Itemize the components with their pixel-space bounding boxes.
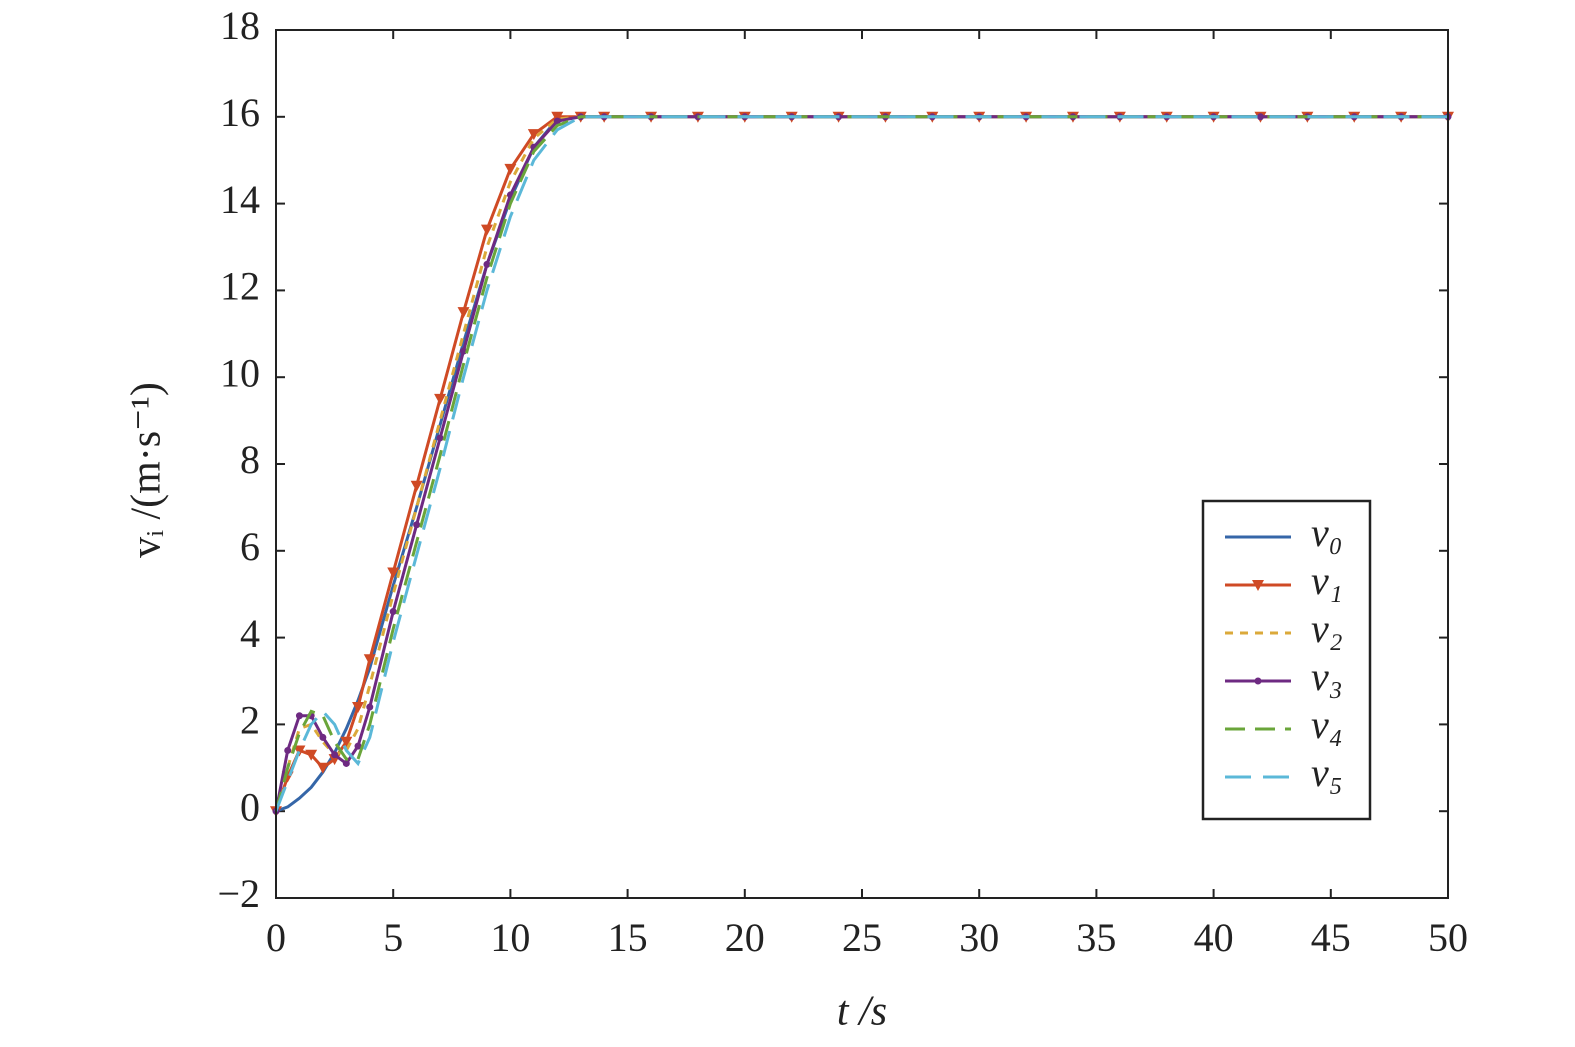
marker [389,608,397,616]
legend-label: v₁ [1311,558,1343,603]
marker [387,567,400,579]
marker [342,759,350,767]
x-tick-label: 30 [959,915,999,960]
marker [316,762,329,774]
x-tick-label: 35 [1076,915,1116,960]
marker [434,393,447,405]
legend-marker [1252,580,1264,591]
marker [413,521,421,529]
marker [483,260,491,268]
y-tick-label: 16 [220,90,260,135]
x-tick-label: 5 [383,915,403,960]
marker [436,434,444,442]
x-axis-label: t /s [837,989,887,1035]
x-tick-label: 50 [1428,915,1468,960]
y-axis-label: vᵢ /(m·s⁻¹) [124,382,170,558]
marker [480,224,493,236]
y-tick-label: 18 [220,3,260,48]
marker [293,745,306,757]
marker [354,742,362,750]
y-tick-label: 12 [220,264,260,309]
legend-label: v₅ [1311,750,1343,795]
plot-frame [275,29,1449,899]
marker [504,163,517,175]
x-tick-label: 10 [490,915,530,960]
y-tick-label: −2 [217,871,260,916]
y-tick-label: 2 [240,698,260,743]
marker [366,703,374,711]
marker [340,736,353,748]
x-tick-label: 45 [1311,915,1351,960]
y-tick-label: 8 [240,437,260,482]
y-tick-label: 6 [240,524,260,569]
legend-label: v₂ [1311,606,1343,651]
x-tick-label: 40 [1194,915,1234,960]
marker [457,307,470,319]
marker [319,733,327,741]
y-tick-label: 10 [220,350,260,395]
marker [305,749,318,761]
marker [331,751,339,759]
marker [527,129,540,141]
x-tick-label: 20 [725,915,765,960]
legend-label: v₀ [1311,510,1343,555]
y-tick-label: 14 [220,177,260,222]
series-line [274,115,1448,812]
marker [295,712,303,720]
marker [284,746,292,754]
y-tick-label: 4 [240,611,260,656]
marker [363,654,376,666]
marker [1256,113,1264,121]
x-tick-label: 15 [608,915,648,960]
legend-marker [1254,677,1262,685]
x-tick-label: 25 [842,915,882,960]
y-tick-label: 0 [240,784,260,829]
marker [352,702,365,714]
marker [551,111,564,123]
marker [410,480,423,492]
marker [553,117,561,125]
legend-label: v₄ [1311,702,1343,747]
legend-label: v₃ [1311,654,1343,699]
legend-box [1201,499,1372,821]
x-tick-label: 0 [266,915,286,960]
